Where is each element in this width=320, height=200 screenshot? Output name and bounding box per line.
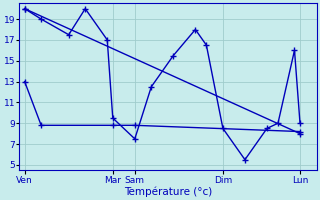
X-axis label: Température (°c): Température (°c) xyxy=(124,186,212,197)
